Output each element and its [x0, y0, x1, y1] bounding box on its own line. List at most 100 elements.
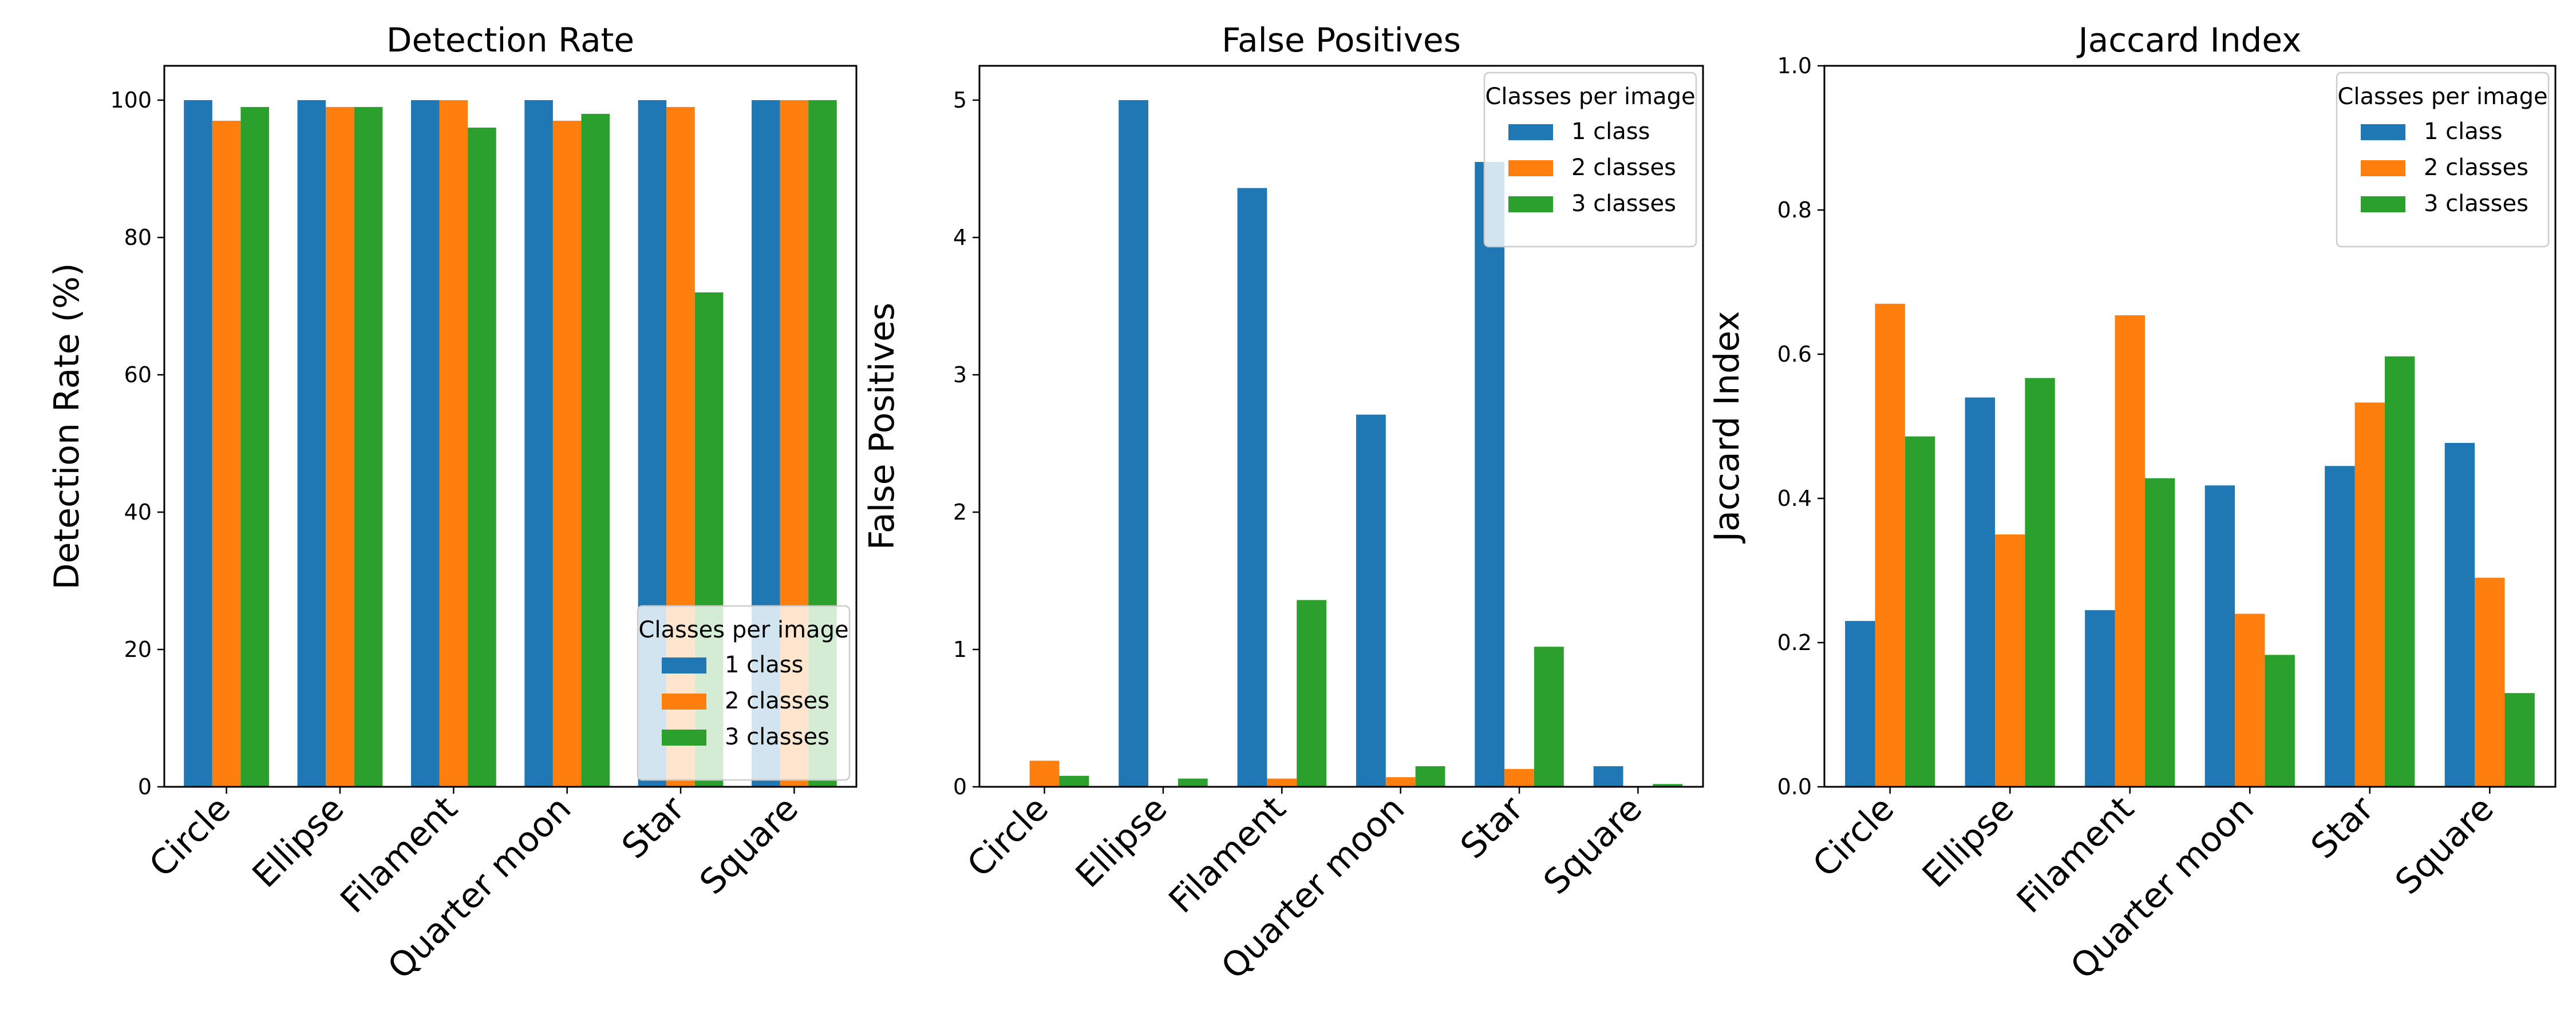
chart-1-plot-frame [163, 65, 858, 788]
chart-1-legend-title: Classes per image [638, 617, 848, 643]
chart-2-bar-1-4 [1356, 414, 1386, 787]
chart-3-bar-3-4 [2265, 655, 2295, 787]
chart-1-ytick-label: 20 [124, 637, 152, 662]
chart-3-bar-2-6 [2475, 577, 2505, 787]
chart-3-bar-3-1 [1905, 436, 1935, 787]
chart-3-xtick-label: Ellipse [1915, 789, 2022, 896]
chart-3-bar-3-6 [2504, 693, 2535, 787]
chart-3-legend-label-2: 2 classes [2424, 154, 2528, 181]
chart-2-bar-2-1 [1029, 760, 1060, 787]
chart-3-xtick-label: Star [2304, 789, 2382, 867]
chart-2-bar-3-5 [1534, 647, 1564, 787]
chart-3-bar-1-4 [2204, 485, 2235, 787]
chart-3-ytick-label: 0.8 [1777, 197, 1812, 223]
chart-2-xtick-label: Ellipse [1068, 789, 1175, 896]
chart-2-bar-1-6 [1593, 766, 1623, 787]
chart-3-ytick-label: 0.0 [1777, 774, 1812, 799]
chart-1-ytick-label: 0 [138, 774, 152, 799]
chart-1-legend: Classes per image 1 class 2 classes 3 class… [637, 605, 851, 781]
chart-3-plot-frame [1823, 65, 2557, 788]
chart-3-legend-label-1: 1 class [2424, 118, 2502, 145]
chart-3-bar-2-2 [1995, 534, 2025, 787]
chart-3-bar-3-2 [2025, 378, 2055, 787]
chart-1-ytick-label: 80 [124, 225, 152, 250]
chart-1-bar-3-4 [581, 114, 610, 787]
chart-1-legend-swatch-3 [662, 730, 706, 746]
chart-3-xtick-label: Square [2388, 789, 2502, 902]
chart-1-legend-swatch-1 [662, 657, 706, 674]
chart-3-bar-1-5 [2325, 466, 2355, 787]
chart-3-ylabel: Jaccard Index [1707, 311, 1747, 544]
chart-1-xtick-label: Star [614, 789, 693, 867]
chart-2-legend-label-2: 2 classes [1571, 154, 1676, 181]
chart-3-bar-1-1 [1845, 621, 1875, 787]
chart-2-bar-3-1 [1059, 775, 1089, 787]
chart-1-ytick-label: 100 [110, 88, 152, 113]
chart-1-bar-3-1 [240, 107, 269, 787]
chart-1-xtick-label: Ellipse [245, 789, 352, 896]
chart-1-xtick-label: Circle [142, 789, 239, 885]
chart-3-bar-1-3 [2085, 610, 2115, 787]
chart-2-legend-swatch-1 [1508, 124, 1553, 140]
chart-1-bar-2-3 [439, 100, 468, 787]
chart-2-ytick-label: 2 [953, 500, 967, 525]
chart-1-title: Detection Rate [386, 21, 634, 60]
chart-2-bar-2-4 [1385, 777, 1416, 787]
chart-2-bar-2-3 [1267, 778, 1297, 787]
chart-2-ytick-label: 1 [953, 637, 967, 662]
chart-3-bar-1-6 [2444, 442, 2475, 787]
chart-3-bar-2-1 [1875, 303, 1905, 787]
chart-1-ytick-label: 60 [124, 362, 152, 387]
chart-2-bar-3-3 [1297, 600, 1327, 787]
chart-2-xtick-label: Square [1536, 789, 1650, 902]
chart-3-ytick-label: 0.2 [1777, 630, 1812, 655]
chart-2-plot-frame [978, 65, 1704, 788]
chart-1-legend-label-1: 1 class [725, 652, 803, 678]
chart-3-legend-label-3: 3 classes [2424, 191, 2528, 217]
chart-1-ylabel: Detection Rate (%) [47, 263, 87, 589]
chart-2-bar-1-3 [1237, 188, 1267, 787]
chart-3-legend-swatch-3 [2361, 196, 2405, 212]
chart-3-bar-2-3 [2115, 315, 2145, 787]
chart-3-ytick-label: 1.0 [1777, 53, 1812, 78]
chart-1-xtick-label: Square [692, 789, 806, 902]
chart-3-legend-swatch-2 [2361, 160, 2405, 176]
chart-2-legend-label-3: 3 classes [1571, 191, 1676, 217]
chart-1-bar-1-3 [410, 100, 440, 787]
chart-1-bar-2-2 [326, 107, 354, 787]
chart-3-legend-title: Classes per image [2337, 84, 2547, 110]
chart-3-bar-2-5 [2354, 402, 2385, 787]
chart-1-bar-1-1 [184, 100, 212, 787]
chart-2-title: False Positives [1222, 21, 1461, 60]
chart-1-bar-1-2 [297, 100, 326, 787]
chart-1-ytick-label: 40 [124, 500, 152, 525]
chart-1-legend-label-2: 2 classes [725, 688, 829, 714]
chart-2-bar-3-2 [1178, 778, 1208, 787]
chart-2-bar-3-4 [1415, 766, 1445, 787]
chart-2-legend: Classes per image 1 class 2 classes 3 class… [1483, 72, 1697, 248]
chart-1-legend-label-3: 3 classes [725, 724, 829, 750]
chart-2-bar-2-5 [1504, 768, 1534, 787]
chart-2-bar-3-6 [1653, 784, 1683, 787]
chart-2-xtick-label: Circle [960, 789, 1057, 885]
chart-2-bar-1-2 [1119, 100, 1149, 787]
chart-2-xtick-label: Star [1453, 789, 1531, 867]
chart-2-ytick-label: 4 [953, 225, 967, 250]
chart-3-bar-3-3 [2144, 478, 2175, 787]
chart-2-legend-title: Classes per image [1485, 84, 1695, 110]
chart-3-bar-2-4 [2235, 613, 2265, 787]
chart-3-xtick-label: Circle [1805, 789, 1902, 885]
chart-3-bar-3-5 [2384, 356, 2415, 787]
chart-2-legend-swatch-2 [1508, 160, 1553, 176]
chart-3-legend: Classes per image 1 class 2 classes 3 class… [2336, 72, 2550, 248]
chart-1-bar-2-4 [552, 121, 582, 787]
chart-1-bar-1-4 [524, 100, 553, 787]
chart-1-bar-3-2 [354, 107, 383, 787]
chart-1-legend-swatch-2 [662, 694, 706, 710]
chart-2-bar-1-5 [1475, 162, 1505, 787]
chart-2-legend-swatch-3 [1508, 196, 1553, 212]
